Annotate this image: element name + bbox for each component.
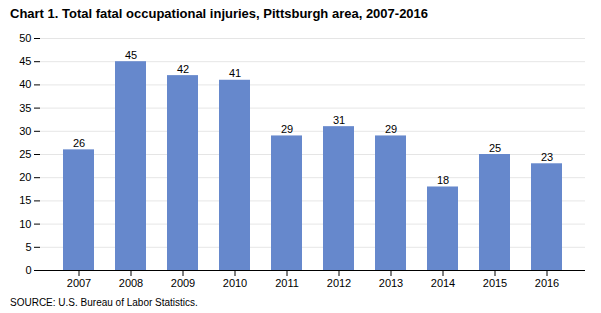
svg-text:2009: 2009: [171, 277, 195, 289]
svg-text:2008: 2008: [119, 277, 143, 289]
svg-text:2007: 2007: [67, 277, 91, 289]
svg-text:2015: 2015: [483, 277, 507, 289]
svg-text:2016: 2016: [535, 277, 559, 289]
svg-text:5: 5: [25, 241, 31, 253]
svg-text:2014: 2014: [431, 277, 455, 289]
svg-text:42: 42: [177, 63, 189, 75]
svg-text:25: 25: [489, 142, 501, 154]
svg-text:30: 30: [19, 125, 31, 137]
svg-text:18: 18: [437, 174, 449, 186]
svg-text:2011: 2011: [275, 277, 299, 289]
svg-text:25: 25: [19, 148, 31, 160]
svg-text:40: 40: [19, 78, 31, 90]
svg-text:23: 23: [541, 151, 553, 163]
svg-text:31: 31: [333, 114, 345, 126]
svg-text:20: 20: [19, 171, 31, 183]
svg-text:29: 29: [385, 123, 397, 135]
svg-text:45: 45: [125, 49, 137, 61]
svg-text:29: 29: [281, 123, 293, 135]
svg-text:26: 26: [73, 137, 85, 149]
svg-text:2013: 2013: [379, 277, 403, 289]
svg-text:35: 35: [19, 102, 31, 114]
svg-text:2010: 2010: [223, 277, 247, 289]
html-text:Chart 1. Total fatal occupatio: Chart 1. Total fatal occupational injuri…: [10, 6, 429, 21]
svg-text:2012: 2012: [327, 277, 351, 289]
svg-text:0: 0: [25, 264, 31, 276]
html-text:SOURCE: U.S. Bureau of Labor S: SOURCE: U.S. Bureau of Labor Statistics.: [10, 297, 198, 308]
svg-text:41: 41: [229, 67, 241, 79]
svg-text:10: 10: [19, 218, 31, 230]
svg-text:45: 45: [19, 55, 31, 67]
svg-text:15: 15: [19, 194, 31, 206]
svg-text:50: 50: [19, 32, 31, 44]
